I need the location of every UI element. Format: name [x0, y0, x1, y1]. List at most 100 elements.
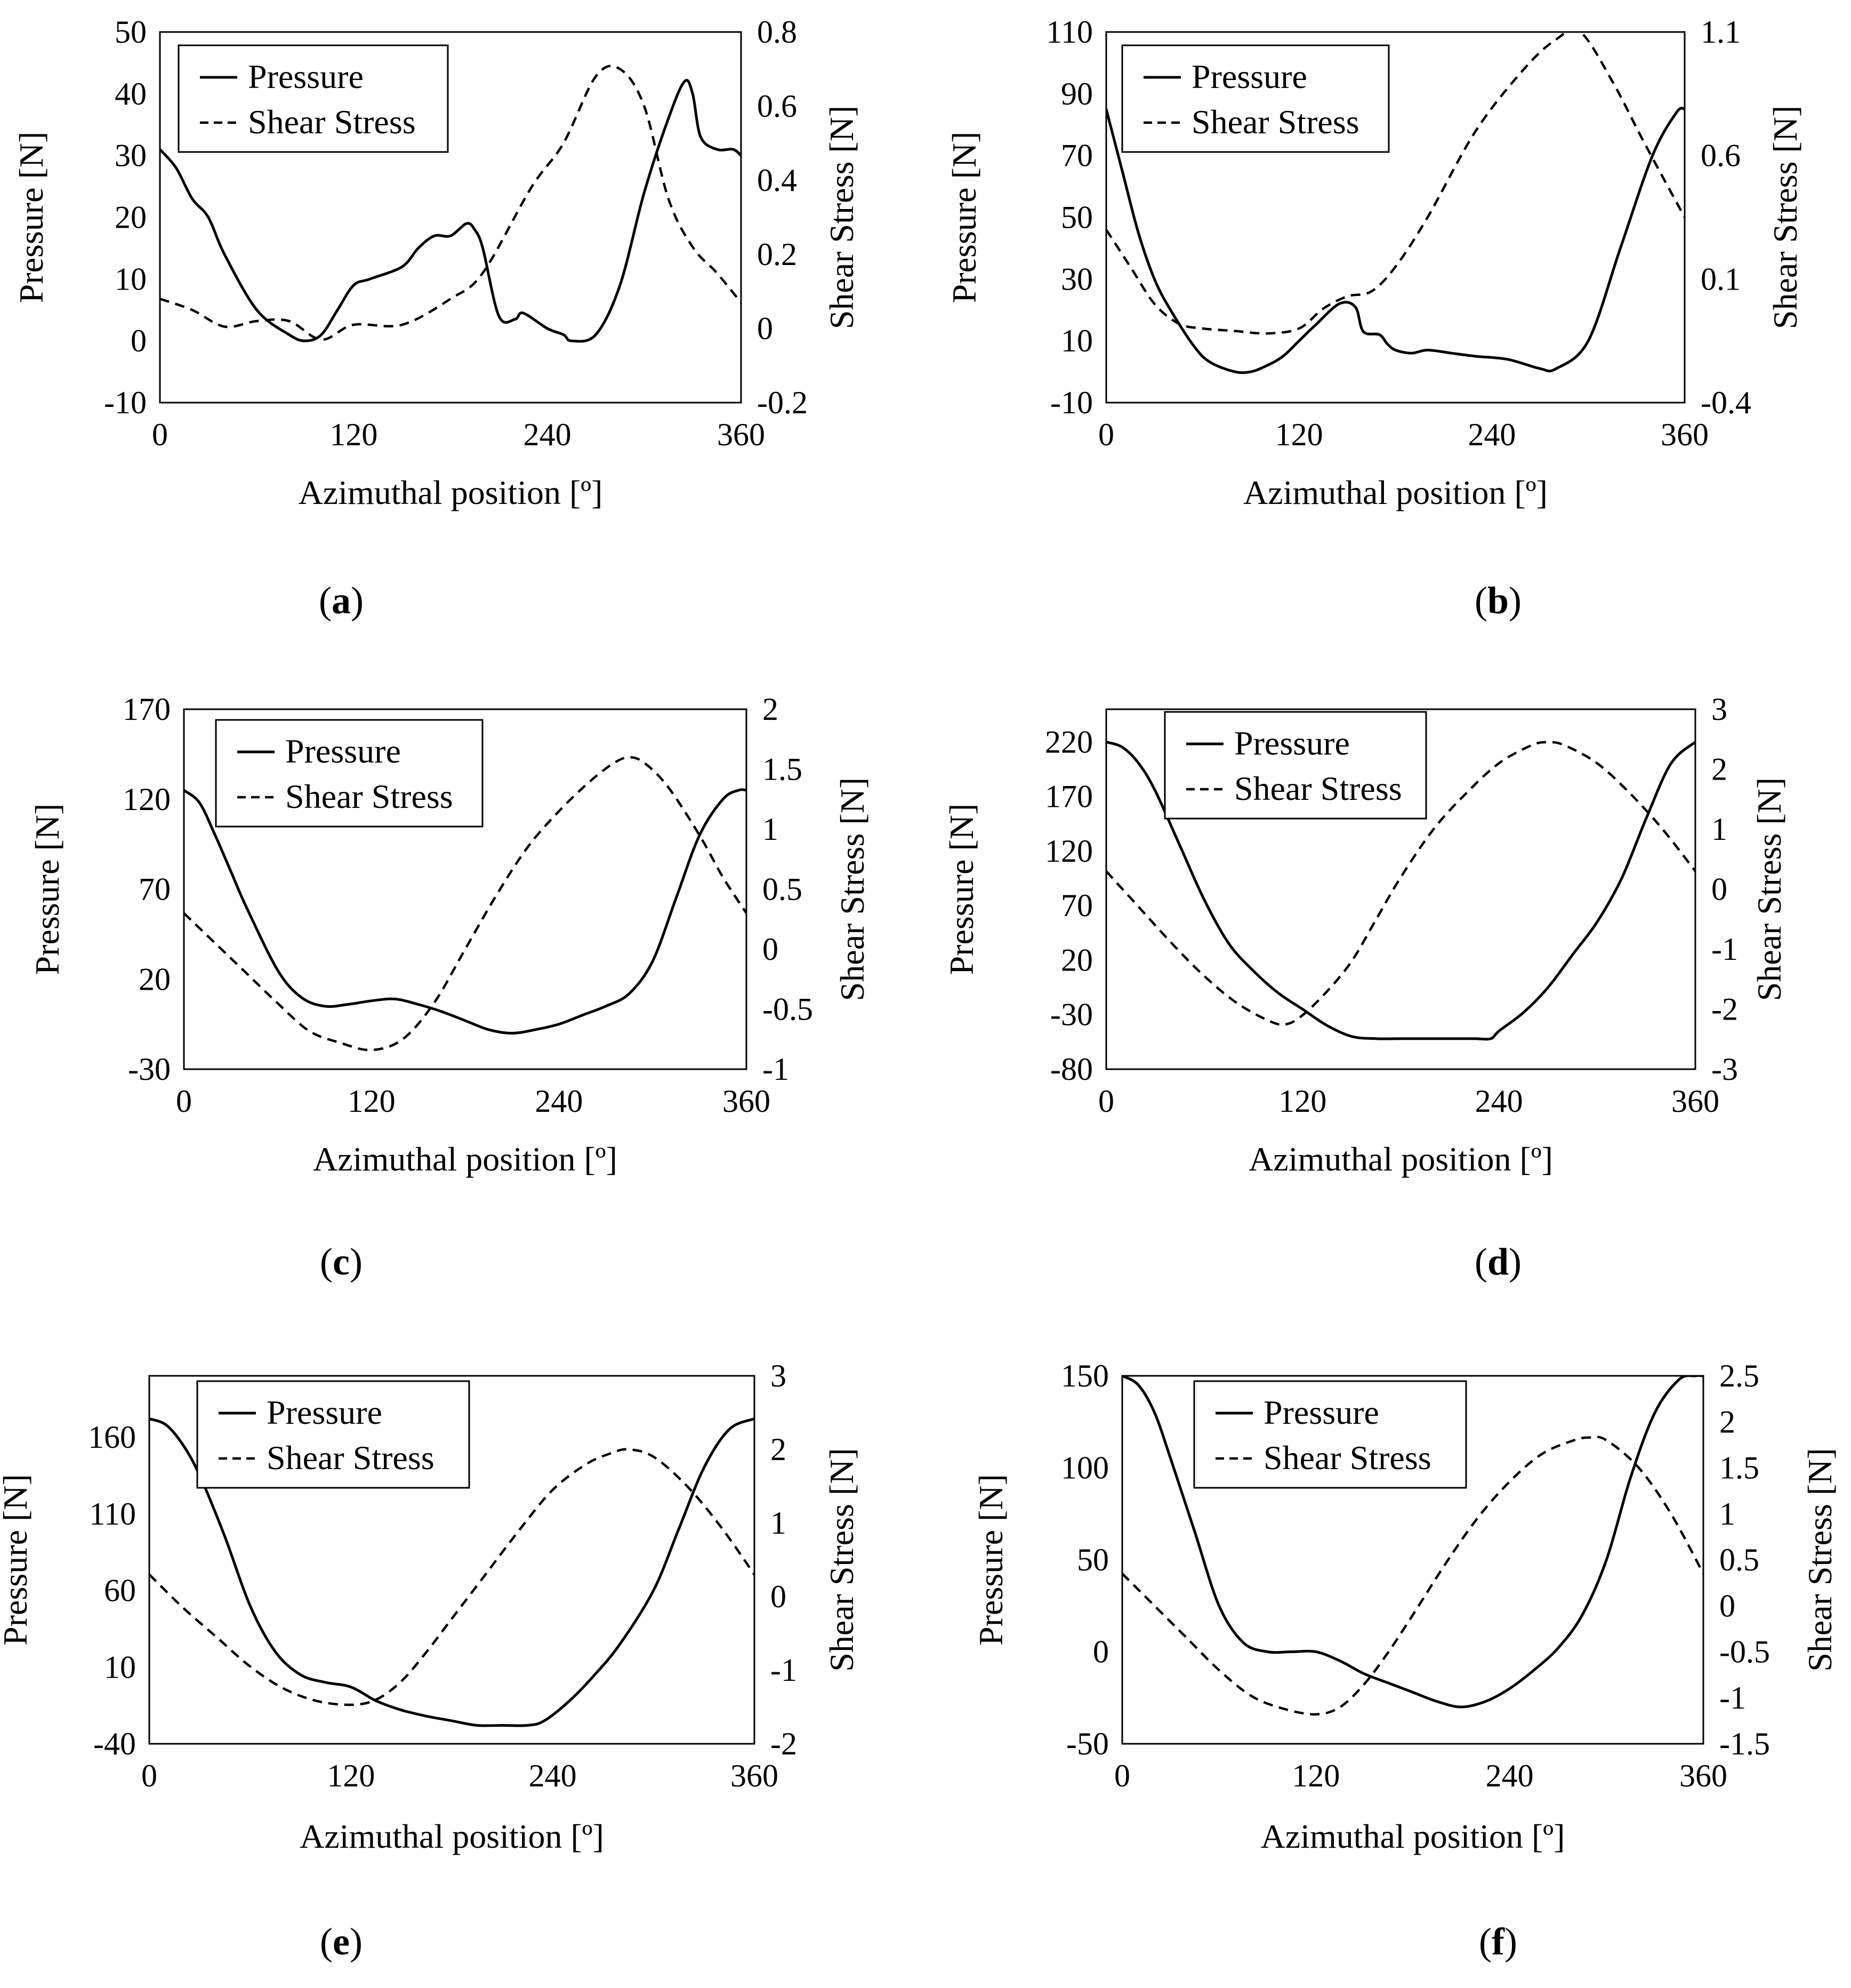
- x-tick-label: 120: [1275, 417, 1323, 452]
- x-tick-label: 360: [1661, 417, 1709, 452]
- legend-box: [1121, 44, 1390, 153]
- x-axis-title: Azimuthal position [º]: [300, 1817, 604, 1855]
- panel-caption: (a): [319, 579, 364, 622]
- y-axis-title: Pressure [N]: [972, 1474, 1010, 1646]
- x-tick-label: 360: [1671, 1084, 1719, 1119]
- y2-tick-label: 1: [1711, 812, 1727, 847]
- y-axis-title: Pressure [N]: [0, 1474, 34, 1646]
- x-tick-label: 120: [1292, 1758, 1340, 1793]
- panel-caption: (d): [1475, 1240, 1522, 1283]
- y-tick-label: 50: [115, 14, 147, 50]
- y-tick-label: 70: [139, 872, 171, 907]
- shear-stress-series-line: [184, 756, 746, 1052]
- plot-frame: [159, 31, 742, 404]
- y-tick-label: -40: [93, 1726, 136, 1761]
- y-tick-label: 20: [139, 961, 171, 997]
- plot-frame: [1121, 1375, 1704, 1745]
- y-tick-label: 0: [131, 323, 147, 358]
- y-axis-title: Pressure [N]: [28, 804, 66, 975]
- panel-caption: (c): [320, 1240, 363, 1283]
- x-axis-title: Azimuthal position [º]: [1249, 1140, 1553, 1178]
- y2-tick-label: 0.6: [1701, 138, 1741, 173]
- y-axis-title: Pressure [N]: [945, 132, 983, 303]
- y2-tick-label: 0: [1719, 1588, 1735, 1623]
- y2-tick-label: -1: [770, 1653, 797, 1688]
- y-tick-label: -30: [1050, 997, 1093, 1032]
- pressure-series-line: [184, 788, 746, 1035]
- y-tick-label: 120: [1045, 833, 1093, 869]
- y2-tick-label: 2: [770, 1432, 786, 1467]
- chart-b: 0 120 240 360 -10 10 30 50 70 90 110 -0.4 0.1 0.6 1.1 A…: [945, 14, 1804, 622]
- y-tick-label: 220: [1045, 724, 1093, 759]
- x-tick-label: 0: [1098, 1084, 1114, 1119]
- y2-tick-label: 0.4: [757, 163, 797, 198]
- chart-e: 0 120 240 360 -40 10 60 110 160 -2 -1 0 1 2 3 Azimuthal…: [0, 1358, 860, 1963]
- x-tick-label: 240: [529, 1758, 577, 1793]
- legend-pressure-label: Pressure: [285, 732, 401, 770]
- y-tick-label: 30: [115, 138, 147, 173]
- y-tick-label: 170: [1045, 779, 1093, 814]
- y-tick-label: -10: [1050, 385, 1093, 420]
- y2-axis-title: Shear Stress [N]: [823, 106, 860, 329]
- y2-tick-label: -0.5: [762, 992, 813, 1027]
- x-axis-title: Azimuthal position [º]: [1243, 474, 1548, 511]
- legend-box: [1193, 1380, 1467, 1489]
- y-tick-label: 110: [1046, 14, 1093, 50]
- y2-tick-label: -1.5: [1719, 1726, 1770, 1761]
- y2-tick-label: -1: [1711, 932, 1738, 967]
- y-tick-label: 110: [89, 1496, 136, 1532]
- y2-tick-label: 1: [762, 812, 778, 847]
- y2-tick-label: 1: [770, 1505, 786, 1541]
- y2-tick-label: 0: [1711, 872, 1727, 907]
- x-tick-label: 120: [329, 417, 377, 452]
- pressure-series-line: [149, 1417, 754, 1727]
- chart-d: 0 120 240 360 -80 -30 20 70 120 170 220 -3 -2 -1 0 1 2 3 A…: [943, 692, 1788, 1283]
- y2-tick-label: 1.5: [762, 752, 802, 787]
- y2-tick-label: 3: [1711, 692, 1727, 727]
- legend-box: [1164, 711, 1427, 820]
- y2-tick-label: 0.8: [757, 14, 797, 50]
- y-tick-label: 70: [1061, 138, 1093, 173]
- legend-pressure-label: Pressure: [1234, 724, 1350, 762]
- y2-tick-label: -1: [762, 1052, 789, 1087]
- y-axis-title: Pressure [N]: [12, 132, 50, 303]
- chart-a: 0 120 240 360-1001020304050-0.200.20.40.60.…: [12, 14, 860, 622]
- legend-shear-label: Shear Stress: [285, 777, 453, 815]
- y-tick-label: 50: [1061, 200, 1093, 235]
- y2-axis-title: Shear Stress [N]: [1766, 106, 1804, 329]
- legend-pressure-label: Pressure: [248, 58, 364, 95]
- shear-stress-series-line: [149, 1448, 754, 1706]
- legend-box: [215, 719, 484, 828]
- legend-shear-label: Shear Stress: [1263, 1439, 1431, 1477]
- y-tick-label: 20: [115, 200, 147, 235]
- x-tick-label: 0: [1114, 1758, 1130, 1793]
- y2-tick-label: 0: [757, 311, 773, 346]
- y2-tick-label: 0: [762, 932, 778, 967]
- legend-pressure-label: Pressure: [267, 1393, 382, 1431]
- y2-tick-label: -1: [1719, 1680, 1746, 1716]
- y2-tick-label: 3: [770, 1358, 786, 1393]
- x-tick-label: 360: [1679, 1758, 1727, 1793]
- x-tick-label: 120: [348, 1084, 396, 1119]
- y-tick-label: 170: [123, 692, 171, 727]
- chart-f: 0 120 240 360-50050100150-1.5-1-0.500.511.5…: [972, 1358, 1839, 1963]
- y-tick-label: 60: [104, 1573, 136, 1608]
- x-axis-title: Azimuthal position [º]: [1261, 1817, 1565, 1855]
- y2-tick-label: 1.5: [1719, 1450, 1759, 1486]
- pressure-series-line: [160, 79, 741, 343]
- panel-caption: (f): [1479, 1920, 1517, 1963]
- x-axis-title: Azimuthal position [º]: [313, 1140, 617, 1178]
- y2-tick-label: 0.5: [762, 872, 802, 907]
- y2-axis-title: Shear Stress [N]: [833, 777, 871, 1001]
- plot-frame: [183, 708, 747, 1070]
- y-tick-label: 160: [88, 1420, 136, 1455]
- x-tick-label: 240: [1468, 417, 1516, 452]
- shear-stress-series-line: [1106, 741, 1695, 1026]
- y2-axis-title: Shear Stress [N]: [1750, 777, 1788, 1001]
- y-tick-label: 10: [115, 261, 147, 296]
- y-axis-title: Pressure [N]: [943, 804, 980, 975]
- legend-shear-label: Shear Stress: [1192, 103, 1359, 141]
- y2-tick-label: -2: [770, 1726, 797, 1761]
- x-tick-label: 360: [730, 1758, 778, 1793]
